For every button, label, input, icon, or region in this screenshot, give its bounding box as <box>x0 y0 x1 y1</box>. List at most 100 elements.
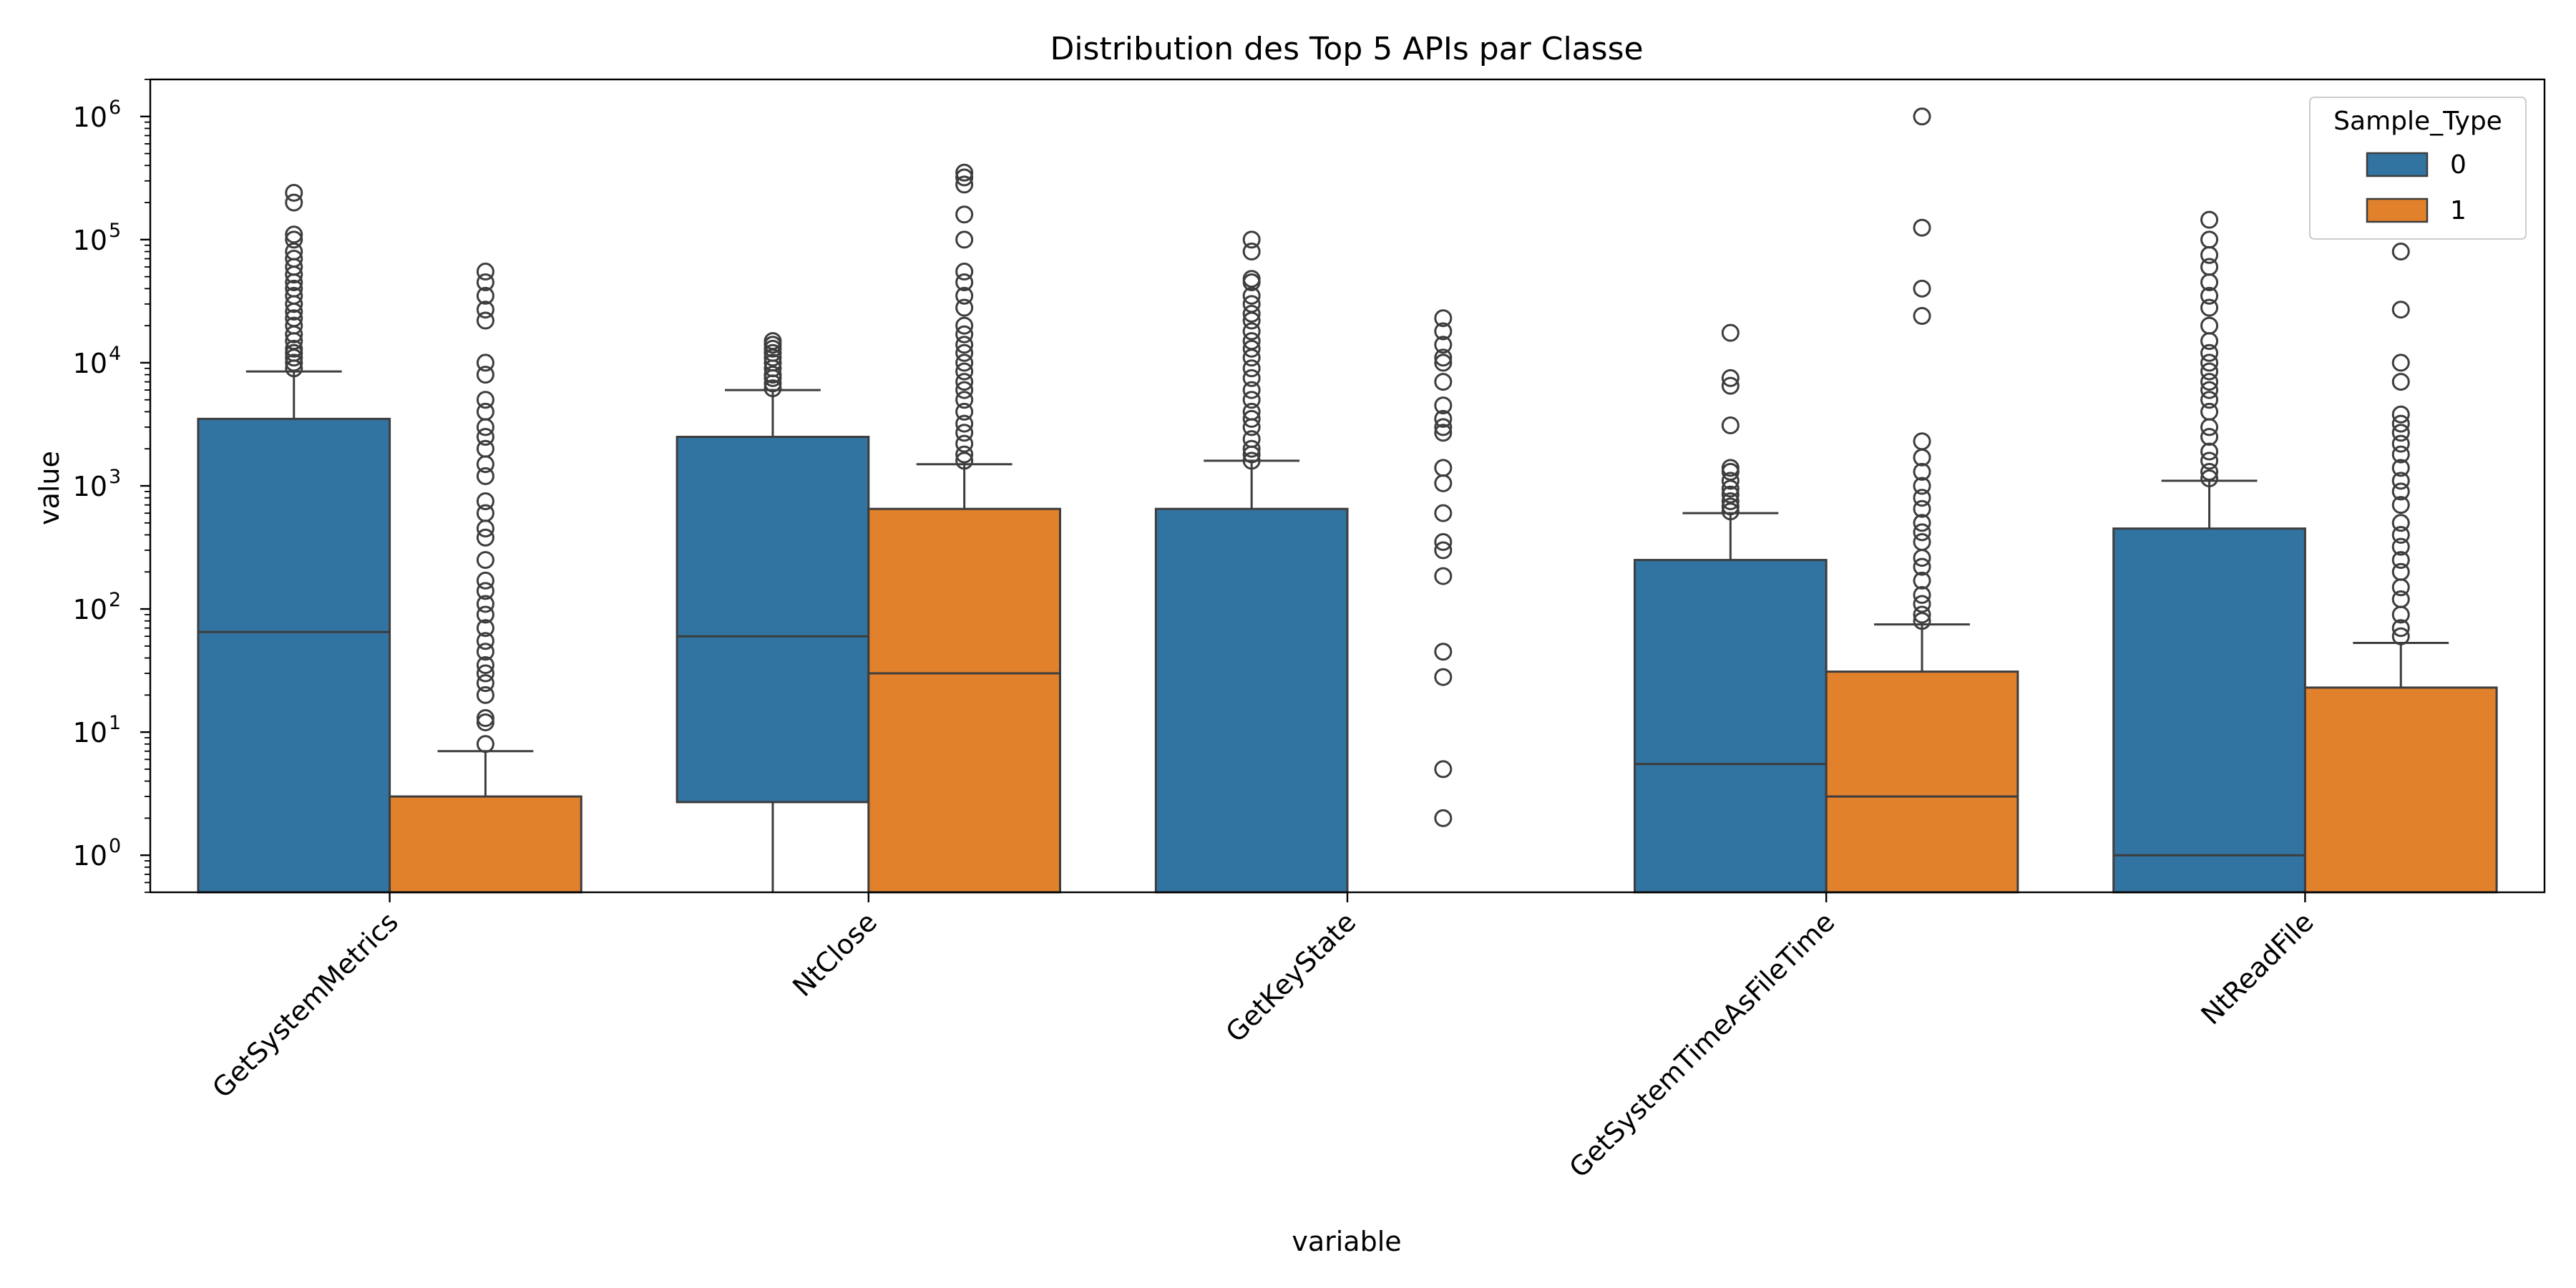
outlier-point <box>1434 336 1453 354</box>
outlier-point <box>476 504 494 522</box>
outlier-point <box>2200 381 2219 399</box>
outlier-point <box>2200 316 2219 335</box>
box-group-NtClose-1 <box>867 163 1061 894</box>
outlier-point <box>763 379 782 398</box>
plot-layer <box>197 107 2498 894</box>
outlier-point <box>1913 499 1931 518</box>
outlier-point <box>1434 459 1453 477</box>
outlier-point <box>955 373 974 391</box>
y-tick-label: 10 <box>73 471 107 502</box>
outlier-point <box>476 595 494 613</box>
y-tick-exponent: 2 <box>109 589 121 611</box>
legend-title: Sample_Type <box>2333 107 2502 136</box>
outlier-point <box>955 175 974 194</box>
y-tick-exponent: 5 <box>109 220 121 242</box>
outlier-point <box>1721 369 1740 387</box>
outlier-point <box>1242 322 1261 341</box>
outlier-point <box>285 339 303 358</box>
outlier-point <box>1434 541 1453 560</box>
box <box>389 795 582 894</box>
outlier-point <box>476 571 494 590</box>
outlier-point <box>2200 353 2219 372</box>
outlier-point <box>285 193 303 212</box>
outlier-point <box>1913 605 1931 624</box>
outlier-point <box>476 273 494 292</box>
outlier-point <box>476 735 494 753</box>
outlier-point <box>2391 619 2410 638</box>
outlier-point <box>955 286 974 305</box>
outlier-point <box>476 643 494 661</box>
outlier-point <box>476 619 494 638</box>
outlier-point <box>2391 353 2410 372</box>
outlier-point <box>1434 409 1453 428</box>
outlier-point <box>2391 482 2410 501</box>
outlier-point <box>955 445 974 464</box>
outlier-point <box>1434 809 1453 827</box>
y-tick-exponent: 3 <box>109 466 121 488</box>
outlier-point <box>1242 243 1261 261</box>
outlier-point <box>2391 551 2410 570</box>
outlier-point <box>1242 391 1261 409</box>
outlier-point <box>2200 298 2219 317</box>
outlier-point <box>1242 304 1261 323</box>
outlier-point <box>2391 301 2410 319</box>
outlier-point <box>1434 348 1453 367</box>
outlier-point <box>1242 230 1261 249</box>
y-axis-label: value <box>34 451 65 525</box>
outlier-point <box>1913 514 1931 532</box>
outlier-point <box>2200 362 2219 381</box>
outlier-point <box>1242 359 1261 378</box>
outlier-point <box>955 163 974 182</box>
outlier-point <box>955 316 974 335</box>
y-tick-label: 10 <box>73 348 107 379</box>
outlier-point <box>476 582 494 600</box>
outlier-point <box>955 168 974 187</box>
outlier-point <box>2391 243 2410 261</box>
y-tick-exponent: 1 <box>109 712 121 734</box>
outlier-point <box>285 230 303 249</box>
outlier-point <box>2200 391 2219 409</box>
outlier-point <box>955 434 974 453</box>
outlier-point <box>955 298 974 317</box>
outlier-point <box>476 301 494 319</box>
legend[interactable]: Sample_Type 01 <box>2309 97 2527 240</box>
y-tick-label: 10 <box>73 717 107 748</box>
outlier-point <box>285 316 303 335</box>
outlier-point <box>1721 497 1740 516</box>
outlier-point <box>1242 402 1261 421</box>
outlier-point <box>2200 428 2219 447</box>
outlier-point <box>2200 343 2219 362</box>
outlier-point <box>2200 452 2219 470</box>
outlier-point <box>1242 295 1261 313</box>
outlier-point <box>476 467 494 485</box>
box <box>867 507 1061 894</box>
outlier-point <box>2200 258 2219 276</box>
outlier-point <box>955 230 974 249</box>
outlier-point <box>763 332 782 351</box>
outlier-point <box>2200 469 2219 488</box>
outlier-point <box>955 414 974 433</box>
outlier-point <box>476 353 494 372</box>
box-group-NtReadFile-1 <box>2303 243 2498 894</box>
box-group-NtReadFile-0 <box>2112 210 2306 894</box>
outlier-point <box>763 343 782 362</box>
outlier-point <box>1913 462 1931 481</box>
outlier-point <box>1721 472 1740 490</box>
outlier-point <box>476 674 494 693</box>
outlier-point <box>2391 525 2410 544</box>
box <box>2303 686 2498 894</box>
outlier-point <box>1721 492 1740 510</box>
outlier-point <box>1242 339 1261 358</box>
box <box>2112 527 2306 894</box>
outlier-point <box>1434 322 1453 341</box>
outlier-point <box>2391 627 2410 645</box>
outlier-point <box>1242 369 1261 387</box>
outlier-point <box>285 183 303 202</box>
outlier-point <box>955 353 974 372</box>
y-tick-exponent: 0 <box>109 835 121 857</box>
outlier-point <box>1721 485 1740 504</box>
legend-items: 01 <box>2366 150 2467 225</box>
outlier-point <box>1913 279 1931 298</box>
outlier-point <box>1913 571 1931 590</box>
y-tick-label: 10 <box>73 102 107 133</box>
